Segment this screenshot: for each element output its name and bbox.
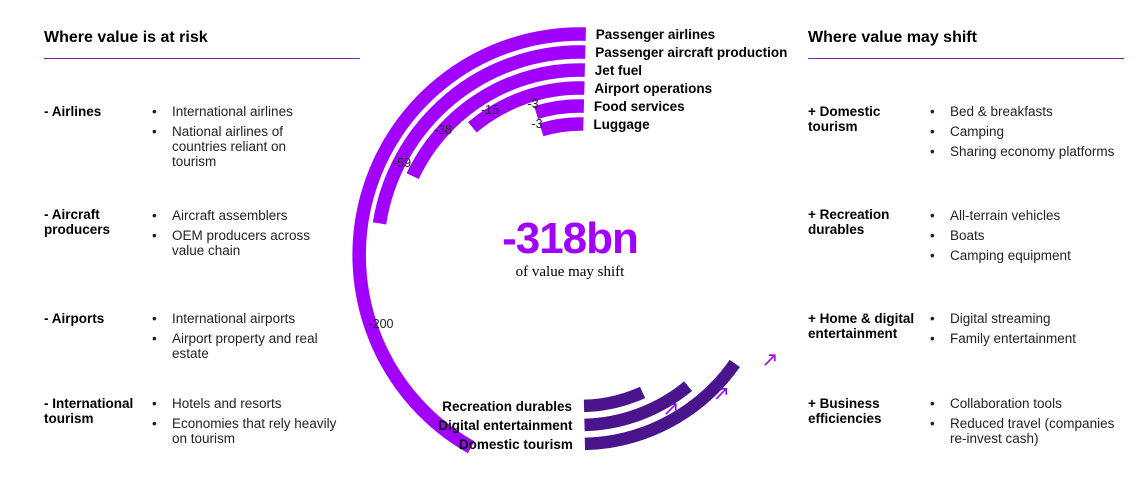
right-group-list-home-digital-entertainment: Digital streaming Family entertainment (930, 311, 1120, 351)
left-group-list-airports: International airports Airport property … (152, 311, 342, 366)
left-group-list-aircraft-producers: Aircraft assemblers OEM producers across… (152, 208, 342, 263)
shift-category-label: Recreation durables (442, 399, 572, 414)
risk-value-label: -200 (368, 317, 393, 331)
list-item: Bed & breakfasts (930, 104, 1120, 119)
left-group-label-aircraft-producers: - Aircraft producers (44, 207, 111, 237)
risk-category-label: Airport operations (594, 81, 712, 96)
list-item: International airports (152, 311, 342, 326)
risk-category-label: Food services (594, 99, 685, 114)
left-section-title: Where value is at risk (44, 29, 208, 46)
list-item: Boats (930, 228, 1120, 243)
list-item: National airlines of countries reliant o… (152, 124, 332, 169)
risk-category-label: Passenger aircraft production (595, 45, 787, 60)
left-group-list-international-tourism: Hotels and resorts Economies that rely h… (152, 396, 342, 451)
risk-bar-passenger-aircraft-production (372, 45, 586, 225)
list-item: All-terrain vehicles (930, 208, 1120, 223)
up-right-arrow-icon (764, 354, 776, 366)
list-item: Sharing economy platforms (930, 144, 1120, 159)
headline-total-value: -318bn (502, 214, 639, 263)
left-group-list-airlines: International airlines National airlines… (152, 104, 332, 174)
right-section-title: Where value may shift (808, 29, 977, 46)
left-group-label-airports: - Airports (44, 311, 105, 326)
risk-value-label: -59 (393, 156, 411, 170)
list-item: Airport property and real estate (152, 331, 342, 361)
right-group-label-home-digital-entertainment: + Home & digital entertainment (808, 311, 915, 341)
risk-bar-passenger-airlines (352, 27, 586, 454)
shift-bar-digital-entertainment (584, 381, 693, 432)
risk-bar-jet-fuel (406, 63, 585, 179)
risk-value-label: -3 (527, 97, 538, 111)
risk-bar-food-services (534, 99, 585, 120)
risk-value-label: -3 (531, 117, 542, 131)
shift-bar-domestic-tourism (584, 359, 740, 451)
right-group-label-business-efficiencies: + Business efficiencies (808, 396, 882, 426)
risk-bar-luggage (539, 117, 584, 137)
risk-value-label: -15 (481, 103, 499, 117)
right-group-list-business-efficiencies: Collaboration tools Reduced travel (comp… (930, 396, 1120, 451)
headline-block: -318bn of value may shift (460, 214, 680, 281)
risk-category-label: Passenger airlines (596, 27, 715, 42)
right-group-list-recreation-durables: All-terrain vehicles Boats Camping equip… (930, 208, 1120, 268)
list-item: Family entertainment (930, 331, 1120, 346)
list-item: Aircraft assemblers (152, 208, 342, 223)
risk-value-label: -38 (434, 123, 452, 137)
list-item: Hotels and resorts (152, 396, 342, 411)
right-group-label-domestic-tourism: + Domestic tourism (808, 104, 881, 134)
shift-category-label: Domestic tourism (459, 437, 573, 452)
list-item: Digital streaming (930, 311, 1120, 326)
right-group-label-recreation-durables: + Recreation durables (808, 207, 890, 237)
list-item: Economies that rely heavily on tourism (152, 416, 342, 446)
headline-subtitle: of value may shift (515, 264, 625, 280)
list-item: Camping equipment (930, 248, 1120, 263)
list-item: International airlines (152, 104, 332, 119)
right-title-rule (808, 58, 1124, 59)
list-item: Reduced travel (companies re-invest cash… (930, 416, 1120, 446)
left-title-rule (44, 58, 360, 59)
left-group-label-airlines: - Airlines (44, 104, 102, 119)
risk-bar-airport-operations (468, 81, 585, 133)
left-group-label-international-tourism: - International tourism (44, 396, 134, 426)
risk-category-label: Luggage (593, 117, 650, 132)
right-group-list-domestic-tourism: Bed & breakfasts Camping Sharing economy… (930, 104, 1120, 164)
list-item: Collaboration tools (930, 396, 1120, 411)
risk-category-label: Jet fuel (595, 63, 642, 78)
list-item: Camping (930, 124, 1120, 139)
list-item: OEM producers across value chain (152, 228, 342, 258)
shift-category-label: Digital entertainment (438, 418, 573, 433)
shift-bar-recreation-durables (583, 386, 646, 413)
